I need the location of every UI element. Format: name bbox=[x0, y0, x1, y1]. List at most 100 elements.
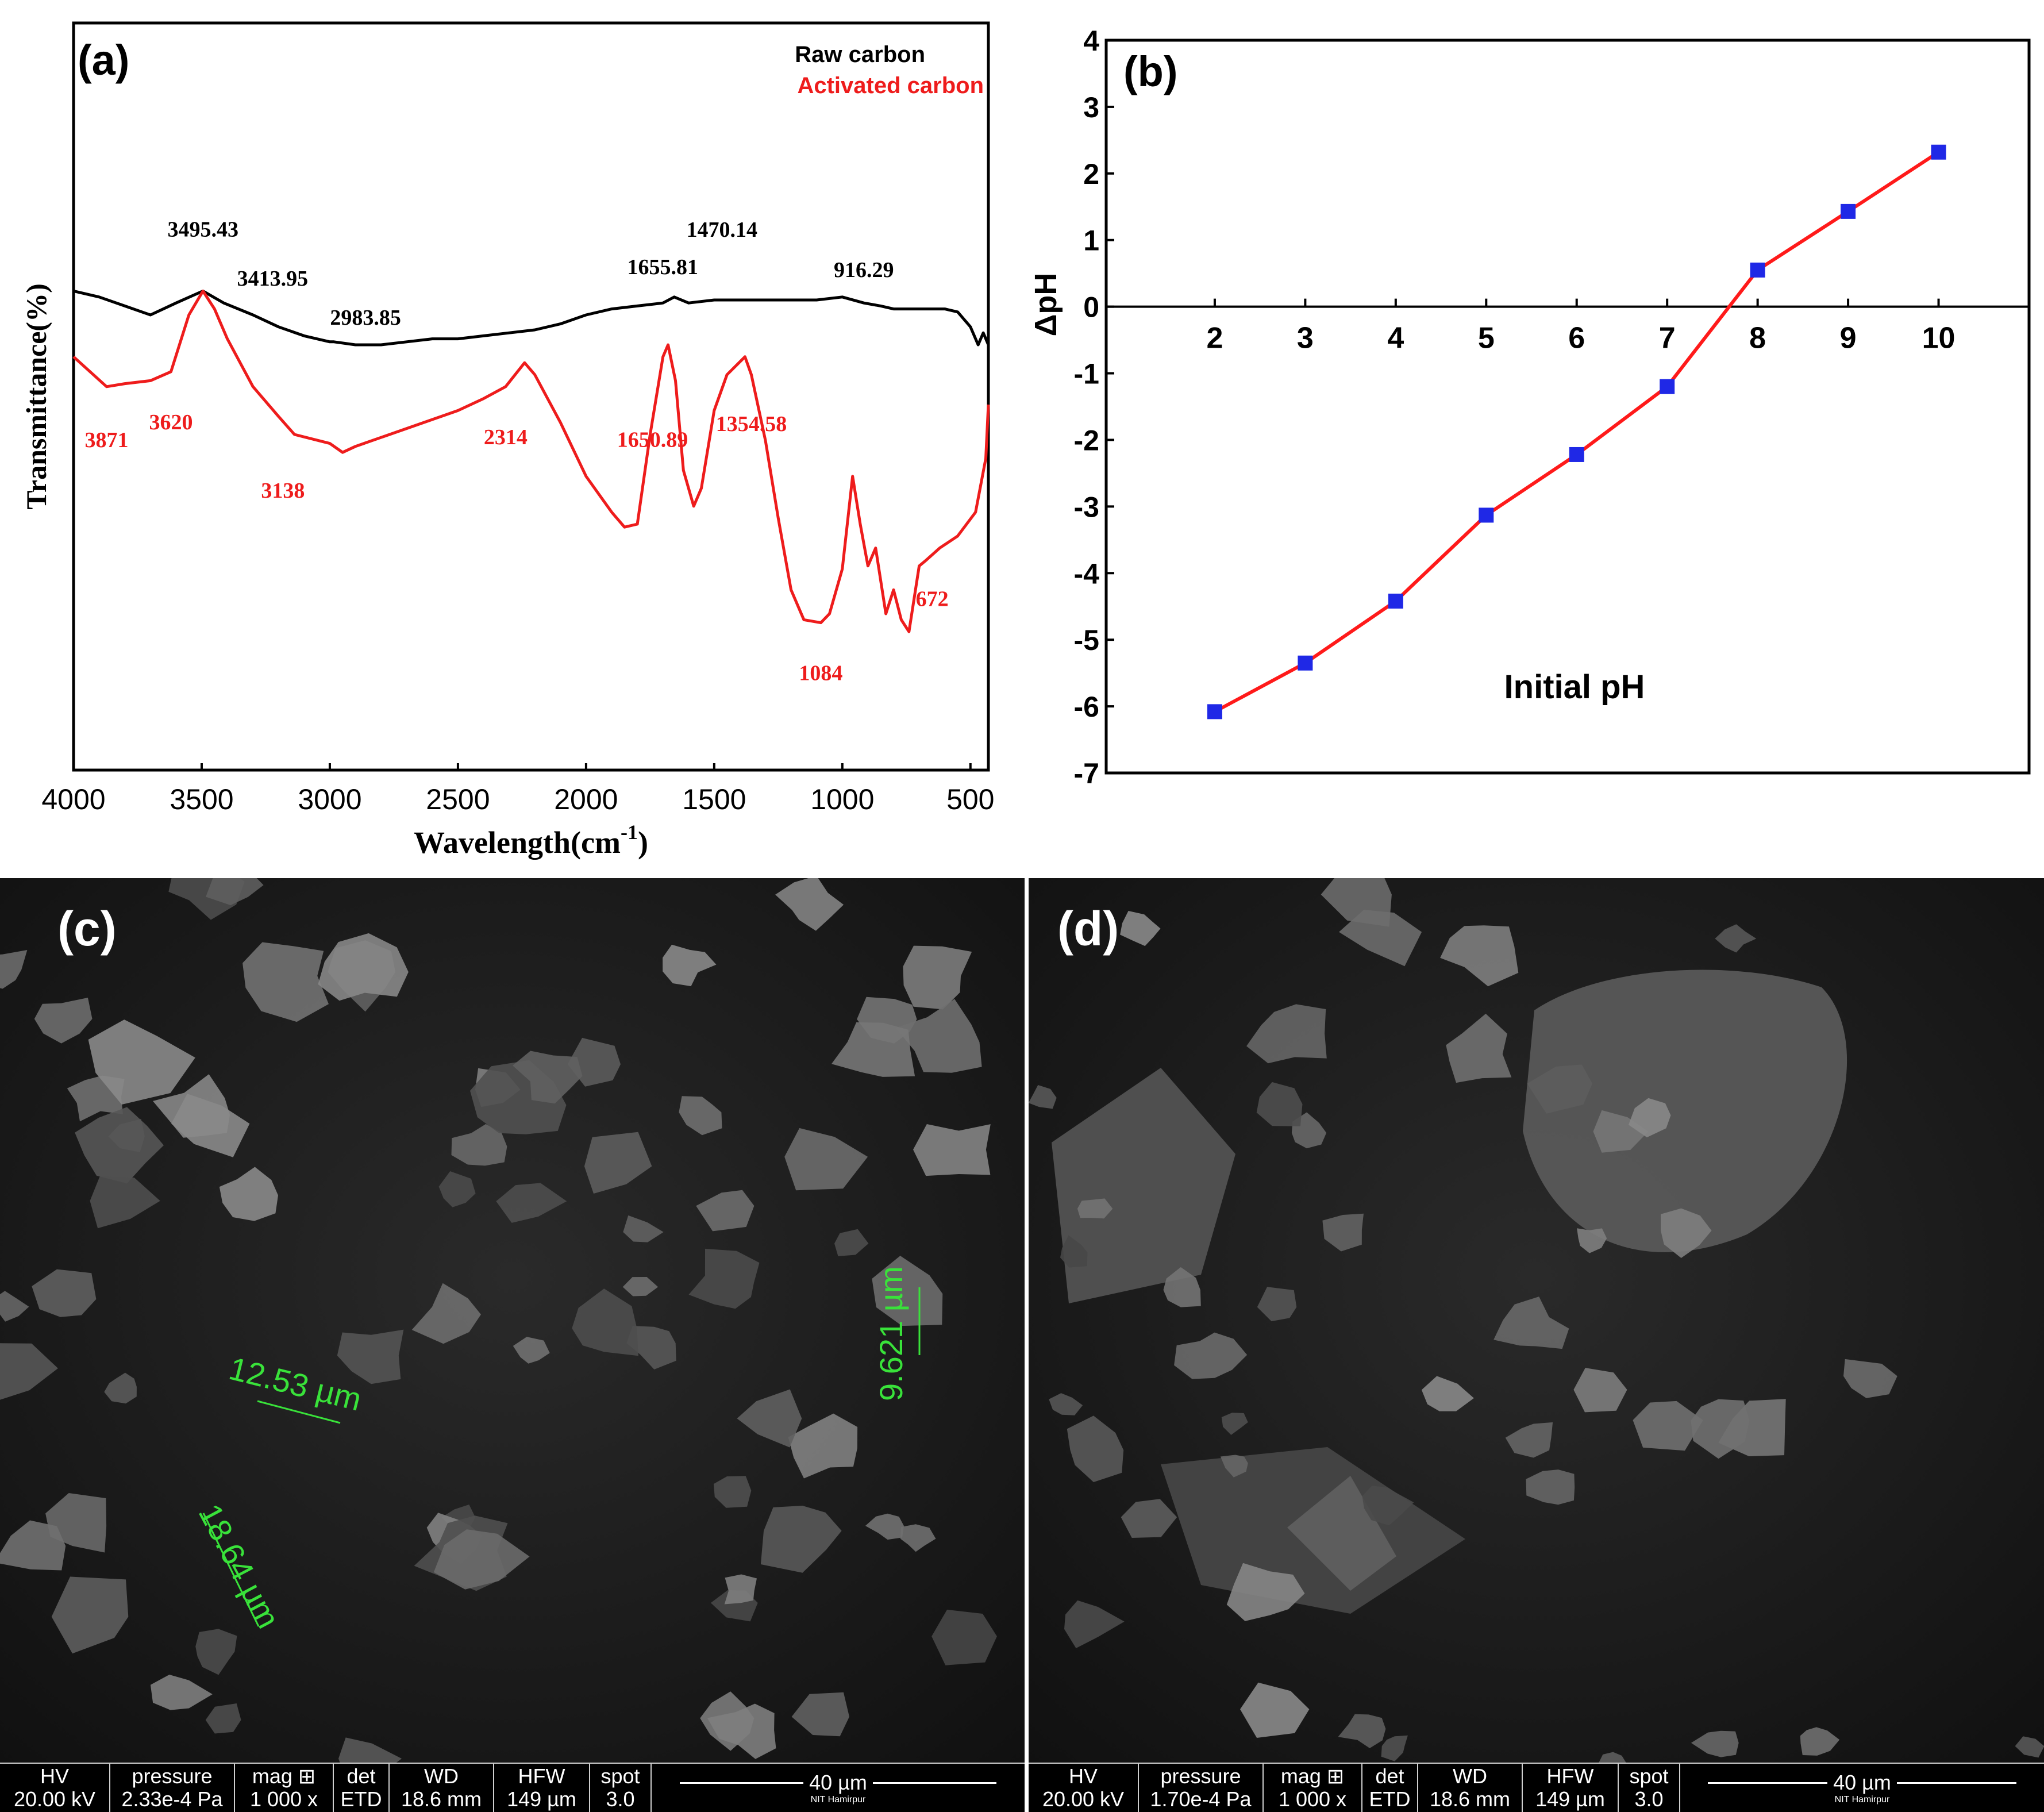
sem-particle bbox=[1573, 1368, 1627, 1413]
ph-plot-frame bbox=[1104, 39, 2031, 775]
sem-particle bbox=[1629, 1098, 1671, 1138]
sem-particle bbox=[584, 1132, 652, 1194]
sem-particle bbox=[1322, 1213, 1364, 1252]
ph-data-point bbox=[1479, 507, 1494, 523]
sem-particle bbox=[0, 1343, 58, 1400]
ftir-peak-label: 3495.43 bbox=[167, 217, 238, 241]
sem-particle bbox=[451, 1124, 507, 1166]
sem-particle bbox=[663, 944, 717, 987]
sem-particle bbox=[788, 1413, 858, 1479]
institution-label: NIT Hamirpur bbox=[1834, 1795, 1890, 1805]
sem-large-particle bbox=[1052, 1068, 1235, 1303]
ftir-chart-panel: (a) Raw carbon Activated carbon 3495.43 3… bbox=[0, 0, 1023, 874]
sem-particle bbox=[1505, 1422, 1553, 1458]
sem-particle bbox=[1493, 1297, 1569, 1349]
ftir-x-tick-label: 2500 bbox=[426, 783, 490, 815]
ph-x-tick-label: 10 bbox=[1922, 322, 1956, 355]
sem-particle bbox=[572, 1288, 638, 1356]
sem-particle bbox=[865, 1513, 904, 1540]
sem-image-c: (c) 12.53 µm 9.621 µm 18.64 µm HV 20.00 k… bbox=[0, 878, 1025, 1812]
ph-y-axis-label: ΔpH bbox=[1029, 273, 1063, 337]
ph-x-tick-label: 3 bbox=[1297, 322, 1314, 355]
activated-carbon-line bbox=[72, 289, 990, 633]
databar-hv: HV 20.00 kV bbox=[1029, 1764, 1139, 1812]
sem-particle bbox=[913, 1124, 991, 1176]
ph-y-tick-label: -3 bbox=[1074, 491, 1099, 523]
databar-pressure: pressure 1.70e-4 Pa bbox=[1139, 1764, 1264, 1812]
sem-particle bbox=[1174, 1332, 1248, 1379]
measurement-9-621: 9.621 µm bbox=[873, 1266, 909, 1401]
databar-spot: spot 3.0 bbox=[1619, 1764, 1680, 1812]
sem-databar-c: HV 20.00 kV pressure 2.33e-4 Pa mag ⊞ 1 000… bbox=[0, 1763, 1025, 1812]
sem-particle bbox=[1064, 1600, 1125, 1648]
sem-particle bbox=[318, 933, 409, 1001]
databar-hfw: HFW 149 µm bbox=[1523, 1764, 1619, 1812]
sem-micrograph-c bbox=[0, 878, 1025, 1764]
ph-y-tick-label: 2 bbox=[1083, 158, 1099, 190]
sem-particle bbox=[688, 1248, 760, 1309]
sem-particle bbox=[1633, 1401, 1703, 1451]
sem-particle bbox=[206, 878, 264, 906]
sem-large-particle bbox=[1287, 1476, 1396, 1591]
ftir-x-ticks: 4000 3500 3000 2500 2000 1500 1000 500 bbox=[41, 763, 995, 815]
ftir-x-tick-label: 500 bbox=[946, 783, 994, 815]
ftir-plot-frame bbox=[72, 21, 990, 772]
ph-y-tick-label: -2 bbox=[1074, 424, 1099, 456]
ph-y-tick-label: 4 bbox=[1083, 25, 1099, 57]
ftir-legend: Raw carbon Activated carbon bbox=[795, 42, 984, 98]
sem-particle bbox=[1598, 1752, 1626, 1764]
databar-wd: WD 18.6 mm bbox=[390, 1764, 494, 1812]
sem-particle bbox=[150, 1675, 213, 1710]
sem-particle bbox=[707, 1703, 776, 1759]
sem-particle bbox=[34, 998, 93, 1044]
sem-particle bbox=[931, 1609, 997, 1665]
ph-data-point bbox=[1660, 379, 1675, 394]
scale-bar: 40 µm bbox=[674, 1771, 1002, 1795]
sem-particle bbox=[1029, 1085, 1057, 1109]
ph-x-tick-label: 7 bbox=[1659, 322, 1676, 355]
sem-particle bbox=[623, 1215, 664, 1242]
legend-activated-carbon: Activated carbon bbox=[797, 73, 984, 98]
sem-particle bbox=[1077, 1198, 1113, 1219]
ftir-series-group bbox=[72, 289, 990, 633]
ftir-peak-label: 3620 bbox=[149, 410, 193, 434]
sem-particle bbox=[713, 1476, 752, 1508]
ftir-annotations: 3495.43 3413.95 2983.85 1655.81 1470.14 916.2… bbox=[85, 217, 949, 685]
sem-particle bbox=[0, 950, 28, 989]
ftir-peak-label: 1650.89 bbox=[617, 428, 688, 452]
sem-particle bbox=[895, 999, 982, 1073]
sem-particle bbox=[0, 1291, 29, 1322]
ftir-x-tick-label: 1500 bbox=[682, 783, 746, 815]
databar-mag: mag ⊞ 1 000 x bbox=[1264, 1764, 1362, 1812]
ftir-chart: (a) Raw carbon Activated carbon 3495.433… bbox=[20, 21, 995, 860]
sem-label-c: (c) bbox=[57, 902, 117, 956]
ph-y-tick-label: 0 bbox=[1083, 291, 1099, 324]
sem-particle bbox=[1661, 1208, 1712, 1258]
ph-x-tick-label: 8 bbox=[1749, 322, 1766, 355]
sem-particle bbox=[171, 1094, 250, 1157]
ph-data-point bbox=[1388, 593, 1403, 609]
sem-particle bbox=[88, 1020, 195, 1105]
databar-mag: mag ⊞ 1 000 x bbox=[235, 1764, 334, 1812]
sem-particle bbox=[1440, 925, 1519, 987]
sem-particle bbox=[513, 1337, 550, 1364]
sem-particle bbox=[1338, 1714, 1386, 1748]
ftir-peak-label: 2314 bbox=[484, 425, 528, 449]
sem-particle bbox=[791, 1692, 849, 1737]
sem-particle bbox=[1691, 1399, 1750, 1459]
ph-data-point bbox=[1931, 144, 1946, 160]
ftir-peak-label: 1470.14 bbox=[686, 218, 757, 242]
sem-particle bbox=[1257, 1287, 1297, 1322]
sem-particle bbox=[1843, 1359, 1897, 1398]
sem-particle bbox=[1060, 1235, 1088, 1268]
ph-y-tick-label: -5 bbox=[1074, 624, 1099, 656]
ph-x-tick-label: 2 bbox=[1206, 322, 1223, 355]
sem-particle bbox=[433, 1529, 530, 1590]
ph-data-point bbox=[1298, 655, 1313, 671]
sem-databar-d: HV 20.00 kV pressure 1.70e-4 Pa mag ⊞ 1 000… bbox=[1029, 1763, 2044, 1812]
sem-particle bbox=[900, 1524, 936, 1552]
ph-y-tick-label: -7 bbox=[1074, 757, 1099, 790]
ftir-peak-label: 672 bbox=[916, 587, 949, 611]
scale-bar: 40 µm bbox=[1702, 1771, 2022, 1795]
